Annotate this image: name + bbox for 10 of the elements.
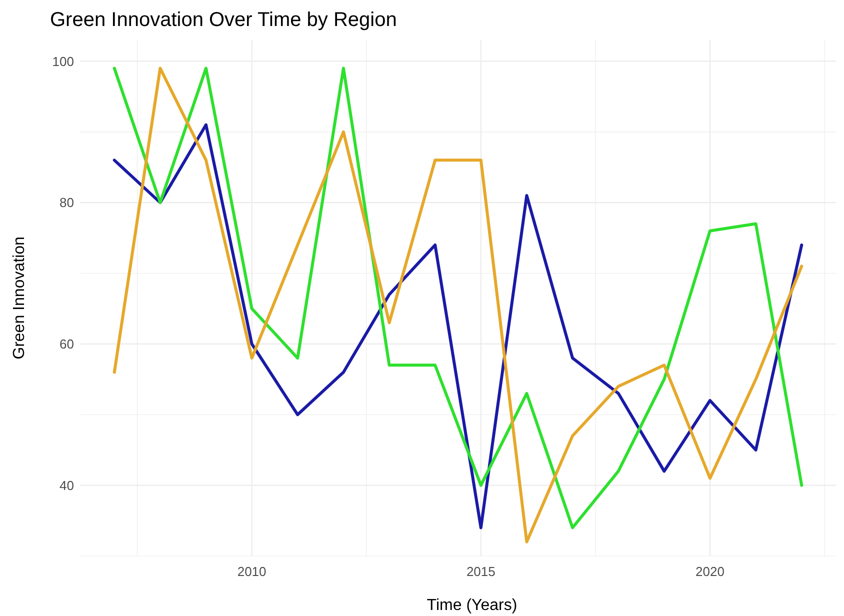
x-tick-label: 2020 — [696, 564, 724, 579]
y-axis-title: Green Innovation — [11, 236, 28, 360]
y-tick-label: 60 — [60, 336, 74, 352]
x-axis-title: Time (Years) — [426, 597, 518, 614]
y-tick-label: 40 — [60, 478, 74, 493]
chart-title: Green Innovation Over Time by Region — [50, 9, 397, 31]
x-tick-label: 2015 — [466, 564, 496, 579]
x-tick-label: 2010 — [237, 564, 266, 579]
y-tick-label: 100 — [52, 54, 74, 69]
y-tick-label: 80 — [60, 195, 74, 210]
